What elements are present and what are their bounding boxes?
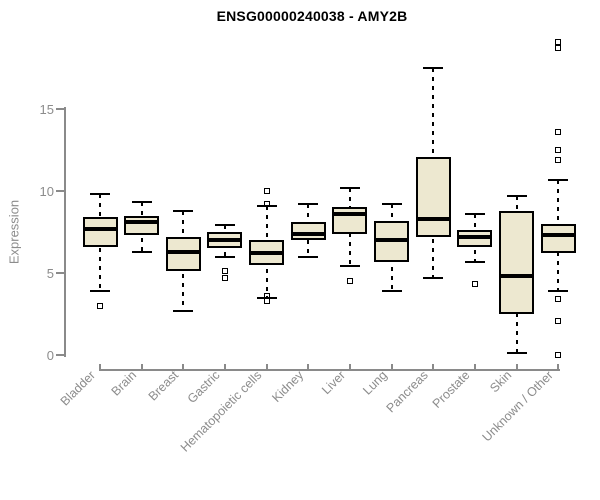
box-iqr — [415, 156, 451, 237]
box-iqr — [165, 236, 201, 272]
whisker-cap-high — [256, 204, 277, 207]
y-axis-tick — [56, 108, 64, 110]
median-line — [249, 251, 285, 256]
x-category-label: Brain — [109, 368, 140, 399]
outlier-point — [263, 297, 270, 304]
outlier-point — [555, 352, 562, 358]
x-axis-tick — [182, 364, 185, 369]
median-line — [332, 211, 368, 216]
outlier-point — [555, 147, 562, 153]
chart-title: ENSG00000240038 - AMY2B — [216, 8, 408, 24]
x-axis-tick — [223, 364, 226, 369]
x-axis-tick — [140, 364, 143, 369]
whisker-cap-low — [339, 265, 360, 268]
whisker-cap-high — [298, 203, 319, 206]
outlier-point — [221, 274, 228, 281]
whisker-cap-low — [506, 352, 527, 355]
whisker-cap-low — [131, 250, 152, 253]
outlier-point — [97, 302, 103, 309]
x-axis-tick — [307, 364, 310, 369]
whisker-cap-low — [214, 255, 235, 258]
x-category-label: Gastric — [185, 368, 223, 406]
median-line — [165, 249, 201, 254]
outlier-point — [555, 128, 562, 135]
whisker-cap-high — [381, 203, 402, 206]
y-tick-label: 15 — [39, 101, 54, 117]
x-axis-tick — [265, 364, 268, 369]
whisker-cap-low — [173, 309, 194, 312]
whisker-cap-high — [548, 178, 569, 181]
median-line — [124, 220, 160, 225]
y-tick-label: 5 — [46, 265, 54, 281]
outlier-point — [471, 281, 478, 288]
x-axis-line — [99, 369, 560, 371]
x-axis-tick — [557, 364, 560, 369]
box-iqr — [290, 222, 326, 241]
outlier-point — [555, 296, 562, 303]
x-axis-tick — [473, 364, 476, 369]
x-axis-tick — [432, 364, 435, 369]
whisker-cap-low — [90, 290, 110, 293]
whisker-cap-low — [298, 255, 319, 258]
outlier-point — [221, 268, 228, 275]
outlier-point — [555, 38, 562, 45]
median-line — [415, 216, 451, 221]
whisker-cap-high — [173, 209, 194, 212]
outlier-point — [346, 278, 353, 285]
whisker-cap-low — [423, 276, 444, 279]
whisker-cap-high — [131, 201, 152, 204]
y-tick-label: 0 — [46, 347, 54, 363]
x-axis-tick — [515, 364, 518, 369]
whisker-cap-high — [214, 224, 235, 227]
y-axis-tick — [56, 272, 64, 274]
outlier-point — [263, 201, 270, 208]
box-iqr — [82, 217, 118, 247]
outlier-point — [555, 156, 562, 163]
x-axis-tick — [390, 364, 393, 369]
whisker-cap-low — [256, 296, 277, 299]
median-line — [374, 238, 410, 243]
whisker-cap-high — [339, 186, 360, 189]
whisker-cap-low — [464, 260, 485, 263]
y-axis-tick — [56, 190, 64, 192]
outlier-point — [555, 45, 562, 52]
x-category-label: Bladder — [57, 368, 98, 409]
x-category-label: Prostate — [430, 368, 473, 411]
x-category-label: Lung — [360, 368, 390, 398]
y-axis-line — [64, 107, 66, 357]
box-iqr — [499, 210, 535, 314]
y-axis-tick — [56, 354, 64, 356]
median-line — [290, 231, 326, 236]
median-line — [499, 274, 535, 279]
x-category-label: Liver — [318, 368, 348, 398]
whisker-cap-low — [381, 290, 402, 293]
x-category-label: Hematopoietic cells — [178, 368, 265, 455]
whisker-cap-low — [548, 290, 569, 293]
x-category-label: Pancreas — [384, 368, 432, 416]
x-category-label: Skin — [487, 368, 515, 396]
box-iqr — [332, 207, 368, 234]
y-axis-label: Expression — [6, 199, 22, 265]
median-line — [207, 238, 243, 243]
y-tick-label: 10 — [39, 183, 54, 199]
outlier-point — [555, 317, 562, 324]
box-iqr — [124, 215, 160, 236]
x-category-label: Kidney — [269, 368, 307, 406]
median-line — [457, 234, 493, 239]
whisker-cap-high — [90, 193, 110, 196]
whisker-cap-high — [506, 194, 527, 197]
x-axis-tick — [99, 364, 101, 369]
median-line — [82, 226, 118, 231]
median-line — [540, 233, 576, 238]
whisker-cap-high — [464, 212, 485, 215]
x-category-label: Breast — [145, 368, 182, 404]
whisker-cap-high — [423, 67, 444, 69]
x-axis-tick — [348, 364, 351, 369]
outlier-point — [263, 188, 270, 194]
box-iqr — [540, 223, 576, 254]
